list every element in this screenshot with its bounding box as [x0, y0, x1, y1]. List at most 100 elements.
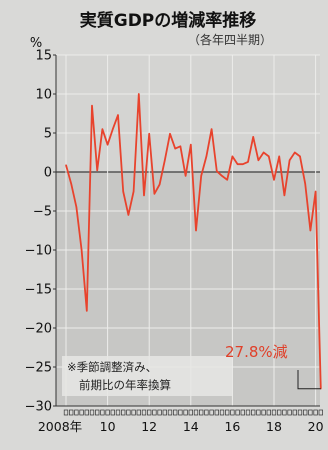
- x-quarter-tick: [204, 409, 209, 416]
- x-quarter-tick: [297, 409, 303, 416]
- data-point: [91, 105, 93, 107]
- data-point: [112, 128, 114, 130]
- chart-subtitle: （各年四半期）: [188, 32, 272, 47]
- note-box: [62, 356, 232, 396]
- data-point: [247, 161, 249, 163]
- x-quarter-tick: [261, 409, 266, 416]
- x-tick-label: 16: [224, 419, 240, 434]
- x-quarter-tick: [110, 409, 115, 416]
- x-quarter-tick: [266, 409, 271, 416]
- data-point: [283, 194, 285, 196]
- data-point: [195, 229, 197, 232]
- x-quarter-tick: [214, 409, 219, 416]
- x-quarter-tick: [219, 409, 225, 416]
- x-quarter-tick: [63, 409, 69, 416]
- x-quarter-tick: [115, 409, 121, 416]
- x-tick-label: 20: [308, 419, 324, 434]
- x-tick-label: 10: [100, 419, 116, 434]
- y-tick-label: −10: [25, 244, 52, 259]
- data-point: [127, 214, 129, 216]
- x-quarter-tick: [121, 409, 126, 416]
- data-point: [226, 179, 228, 181]
- x-quarter-tick: [287, 409, 292, 416]
- series-line: [65, 93, 322, 389]
- y-tick-label: −30: [25, 400, 52, 415]
- data-point: [315, 190, 317, 193]
- x-quarter-tick: [251, 409, 256, 416]
- data-point: [117, 114, 119, 116]
- x-quarter-tick: [89, 409, 95, 416]
- x-quarter-tick: [225, 409, 230, 416]
- y-tick-label: −20: [25, 322, 52, 337]
- data-point: [86, 310, 88, 312]
- data-point: [164, 159, 166, 161]
- data-point: [148, 133, 150, 135]
- data-point: [309, 229, 311, 232]
- series-layer: [65, 93, 322, 390]
- x-quarter-tick: [69, 409, 74, 416]
- x-quarter-tick: [245, 409, 251, 416]
- x-quarter-tick: [188, 409, 193, 416]
- data-point: [205, 155, 207, 157]
- x-quarter-tick: [282, 409, 287, 416]
- x-quarter-tick: [105, 409, 110, 416]
- x-quarter-tick: [126, 409, 131, 416]
- x-quarter-tick: [277, 409, 282, 416]
- data-point: [237, 163, 239, 165]
- data-point: [143, 194, 145, 196]
- x-quarter-tick: [235, 409, 240, 416]
- data-point: [153, 193, 155, 195]
- x-quarter-tick: [318, 409, 323, 416]
- x-quarter-tick: [162, 409, 167, 416]
- data-point: [185, 175, 187, 177]
- data-point: [70, 183, 72, 185]
- data-point: [216, 170, 218, 172]
- data-point: [190, 144, 192, 146]
- x-quarter-tick: [271, 409, 277, 416]
- data-point: [299, 155, 301, 157]
- x-axis-ticks: 2008年 10 12 14 16 18 20: [38, 409, 324, 434]
- x-quarter-tick: [152, 409, 157, 416]
- y-tick-label: 5: [44, 127, 52, 142]
- y-tick-label: 15: [35, 49, 52, 64]
- x-quarter-tick: [141, 409, 147, 416]
- data-point: [122, 190, 124, 193]
- x-quarter-tick: [240, 409, 245, 416]
- x-quarter-tick: [79, 409, 84, 416]
- data-point: [174, 148, 176, 150]
- data-point: [278, 155, 280, 157]
- data-point: [268, 155, 270, 157]
- data-point: [289, 159, 291, 161]
- x-quarter-tick: [178, 409, 183, 416]
- x-quarter-tick: [193, 409, 199, 416]
- x-tick-label: 18: [266, 419, 282, 434]
- x-quarter-tick: [157, 409, 162, 416]
- data-point: [231, 155, 233, 157]
- x-quarter-tick: [167, 409, 173, 416]
- data-point: [200, 175, 202, 177]
- x-quarter-tick: [136, 409, 141, 416]
- x-tick-label: 2008年: [38, 419, 82, 434]
- y-tick-label: 10: [35, 88, 52, 103]
- x-quarter-tick: [256, 409, 261, 416]
- note-line-1: ※季節調整済み、: [67, 360, 157, 374]
- data-point: [65, 164, 67, 166]
- data-point: [159, 183, 161, 186]
- y-axis-unit: %: [30, 36, 42, 51]
- y-tick-label: −5: [33, 205, 52, 220]
- x-quarter-tick: [303, 409, 308, 416]
- callout-label: 27.8%減: [225, 343, 288, 361]
- x-quarter-tick: [84, 409, 89, 416]
- x-quarter-tick: [183, 409, 188, 416]
- data-point: [263, 151, 265, 154]
- x-quarter-tick: [199, 409, 204, 416]
- y-axis-ticks: 15 10 5 0 −5 −10 −15 −20 −25 −30: [25, 49, 56, 415]
- data-point: [294, 151, 296, 154]
- x-quarter-tick: [147, 409, 152, 416]
- note-line-2: 前期比の年率換算: [79, 378, 171, 392]
- x-quarter-tick: [74, 409, 79, 416]
- chart-title: 実質GDPの増減率推移: [80, 10, 257, 31]
- data-point: [96, 169, 98, 172]
- x-tick-label: 14: [183, 419, 199, 434]
